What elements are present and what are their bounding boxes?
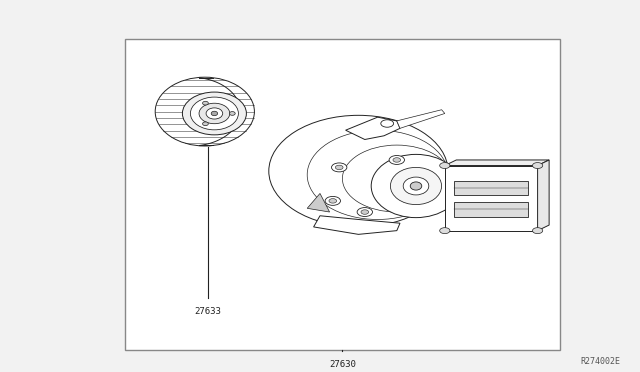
Ellipse shape [199, 103, 230, 124]
Text: 27633: 27633 [195, 307, 221, 316]
Text: 27630: 27630 [329, 360, 356, 369]
Ellipse shape [191, 97, 239, 130]
Circle shape [361, 210, 369, 214]
Bar [445, 166, 538, 231]
Ellipse shape [182, 92, 246, 135]
Ellipse shape [410, 182, 422, 190]
Ellipse shape [202, 101, 209, 105]
Ellipse shape [206, 108, 223, 119]
Circle shape [329, 199, 337, 203]
Ellipse shape [156, 77, 255, 146]
Ellipse shape [403, 177, 429, 195]
Circle shape [325, 196, 340, 205]
Ellipse shape [371, 154, 461, 218]
Circle shape [381, 120, 394, 127]
Bar [454, 202, 528, 217]
Polygon shape [307, 193, 330, 212]
Circle shape [389, 155, 404, 164]
Circle shape [532, 163, 543, 169]
Ellipse shape [269, 115, 448, 227]
Circle shape [440, 228, 450, 234]
Ellipse shape [230, 112, 236, 115]
Ellipse shape [211, 111, 218, 116]
Circle shape [440, 163, 450, 169]
Ellipse shape [202, 122, 209, 126]
Circle shape [332, 163, 347, 172]
Bar [454, 181, 528, 195]
Ellipse shape [390, 167, 442, 205]
Polygon shape [346, 117, 400, 140]
Polygon shape [397, 110, 445, 128]
Circle shape [357, 208, 372, 217]
Polygon shape [445, 160, 549, 166]
Polygon shape [538, 160, 549, 231]
Bar [125, 39, 560, 350]
Circle shape [393, 158, 401, 162]
Text: R274002E: R274002E [581, 357, 621, 366]
Circle shape [335, 165, 343, 170]
Circle shape [532, 228, 543, 234]
Polygon shape [314, 216, 400, 234]
